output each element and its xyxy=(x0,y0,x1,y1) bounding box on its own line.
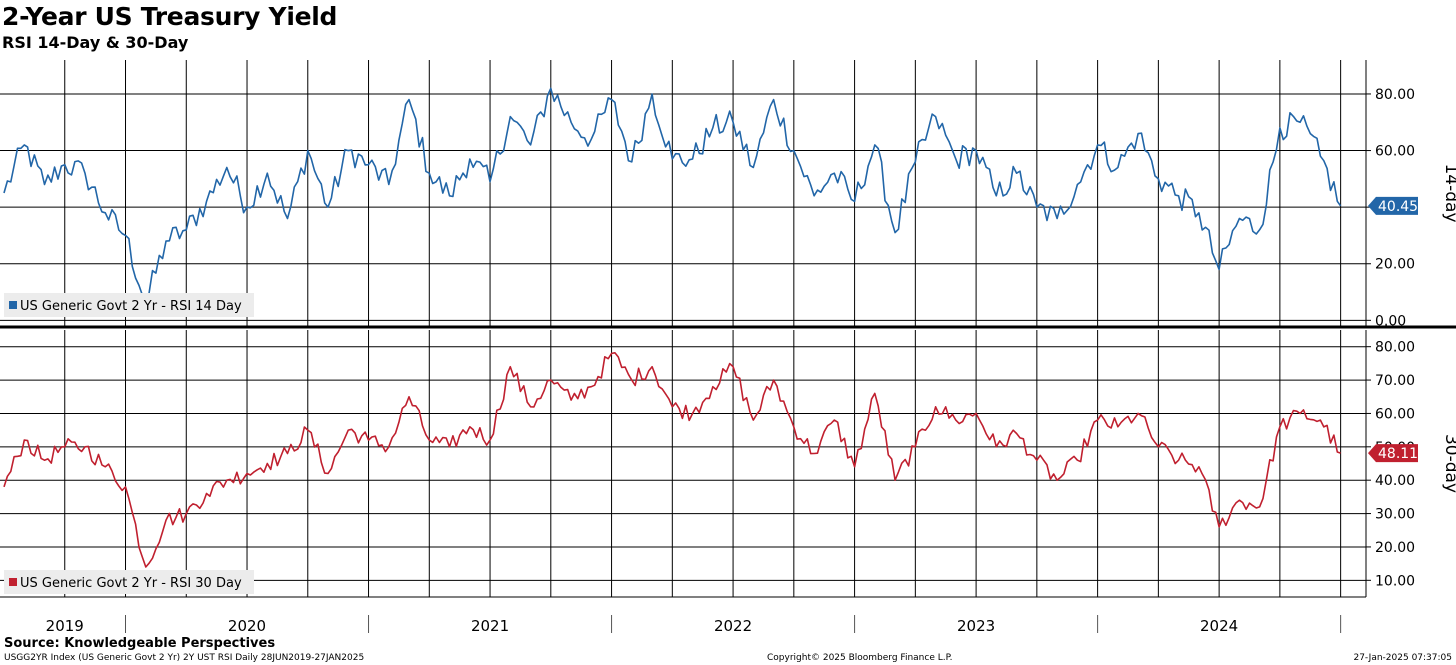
y-tick-label: 70.00 xyxy=(1375,373,1415,389)
x-year-label: 2024 xyxy=(1200,617,1238,635)
chart-title: 2-Year US Treasury Yield xyxy=(2,2,338,31)
legend-box xyxy=(4,293,254,317)
y-tick-label: 40.00 xyxy=(1375,473,1415,489)
last-value-tag xyxy=(1368,196,1418,215)
last-value-label: 48.11 xyxy=(1378,446,1418,462)
y-tick-label: 20.00 xyxy=(1375,257,1415,273)
y-tick-label: 0.00 xyxy=(1375,313,1406,329)
y-tick-label: 10.00 xyxy=(1375,573,1415,589)
x-year-label: 2022 xyxy=(714,617,752,635)
chart-subtitle: RSI 14-Day & 30-Day xyxy=(2,33,189,52)
y-tick-label: 30.00 xyxy=(1375,507,1415,523)
y-tick-label: 60.00 xyxy=(1375,144,1415,160)
y-tick-label: 80.00 xyxy=(1375,340,1415,356)
last-value-tag xyxy=(1368,444,1418,463)
x-year-label: 2020 xyxy=(228,617,266,635)
footer-copyright: Copyright© 2025 Bloomberg Finance L.P. xyxy=(767,653,953,663)
legend-swatch xyxy=(9,578,17,586)
footer-ticker-info: USGG2YR Index (US Generic Govt 2 Yr) 2Y … xyxy=(4,653,365,663)
y-tick-label: 80.00 xyxy=(1375,87,1415,103)
rsi14-series-line xyxy=(3,87,1342,305)
legend-label: US Generic Govt 2 Yr - RSI 30 Day xyxy=(20,576,242,591)
last-value-label: 40.45 xyxy=(1378,199,1418,215)
footer-timestamp: 27-Jan-2025 07:37:05 xyxy=(1353,653,1452,663)
panel-side-label: 14-day xyxy=(1441,163,1456,222)
source-note: Source: Knowledgeable Perspectives xyxy=(4,636,276,651)
panel-side-label: 30-day xyxy=(1441,434,1456,493)
rsi30-series-line xyxy=(3,351,1341,568)
legend-box xyxy=(4,570,254,594)
legend-label: US Generic Govt 2 Yr - RSI 14 Day xyxy=(20,299,242,314)
x-year-label: 2019 xyxy=(46,617,84,635)
y-tick-label: 60.00 xyxy=(1375,406,1415,422)
x-year-label: 2021 xyxy=(471,617,509,635)
y-tick-label: 20.00 xyxy=(1375,540,1415,556)
x-year-label: 2023 xyxy=(957,617,995,635)
legend-swatch xyxy=(9,301,17,309)
